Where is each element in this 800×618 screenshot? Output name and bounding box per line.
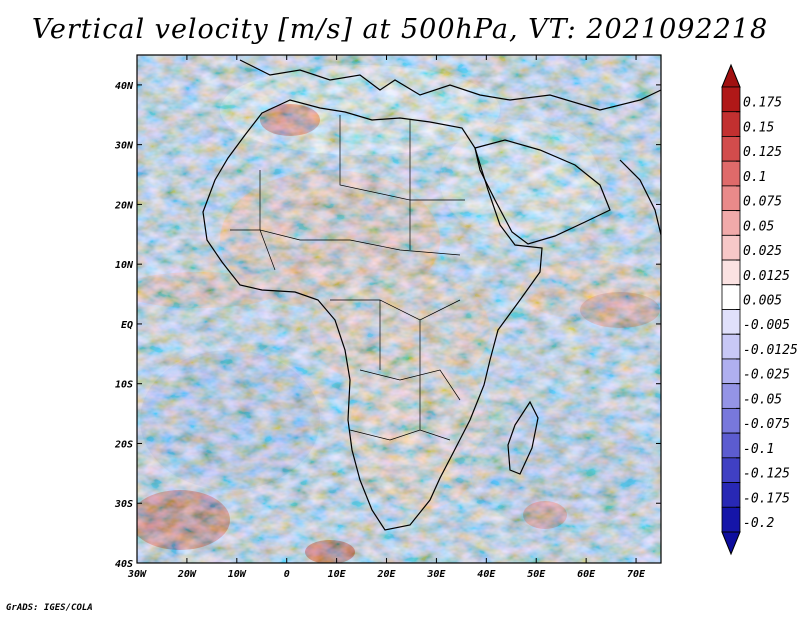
lat-tick-label: 40N	[115, 81, 134, 92]
colorbar-swatch	[721, 407, 741, 434]
lat-tick-label: 20N	[114, 200, 134, 211]
colorbar-swatch	[721, 457, 741, 483]
madagascar-coastline	[507, 400, 539, 475]
colorbar-bottom-arrow	[721, 531, 741, 556]
colorbar-swatch	[721, 210, 741, 236]
colorbar: 0.175 0.15 0.125 0.1 0.075 0.05 0.025 0.0125 0.0…	[721, 63, 798, 556]
africa-coastline	[202, 99, 543, 531]
map-frame	[136, 54, 662, 564]
colorbar-label: 0.075	[743, 195, 782, 210]
lat-tick-label: 10N	[115, 260, 134, 271]
colorbar-label: 0.0125	[743, 269, 790, 284]
colorbar-swatch	[721, 309, 741, 335]
colorbar-swatch	[721, 432, 741, 459]
colorbar-swatch	[721, 333, 741, 360]
colorbar-swatch	[721, 234, 741, 261]
credit-text: GrADS: IGES/COLA	[6, 603, 93, 613]
india-coastline	[619, 159, 661, 236]
colorbar-swatch	[721, 86, 741, 113]
colorbar-label: 0.15	[743, 120, 774, 135]
latitude-axis: 40N 30N 20N 10N EQ 10S 20S 30S 40S	[114, 81, 661, 570]
colorbar-swatch	[721, 136, 741, 162]
velocity-noise	[137, 55, 661, 563]
map-panel	[137, 55, 661, 563]
colorbar-label: 0.05	[743, 219, 774, 234]
colorbar-label: -0.125	[743, 467, 790, 482]
colorbar-label: -0.005	[743, 318, 790, 333]
lat-tick-label: 20S	[114, 439, 133, 450]
longitude-axis: 30W 20W 10W 0 10E 20E 30E 40E 50E 60E 70E	[127, 55, 646, 580]
colorbar-label: -0.2	[743, 516, 774, 531]
europe-coastline	[239, 59, 661, 111]
colorbar-swatch	[721, 358, 741, 385]
colorbar-swatch	[721, 160, 741, 187]
lon-tick-label: 30W	[127, 569, 147, 580]
colorbar-label: 0.1	[743, 170, 766, 185]
lon-tick-label: 50E	[527, 569, 546, 580]
colorbar-label: 0.025	[743, 244, 782, 259]
colorbar-label: -0.0125	[743, 343, 798, 358]
colorbar-label: -0.05	[743, 392, 782, 407]
coastlines	[202, 59, 661, 531]
lon-tick-label: 60E	[577, 569, 596, 580]
colorbar-label: 0.005	[743, 294, 782, 309]
colorbar-label: -0.075	[743, 417, 790, 432]
lon-tick-label: 10W	[228, 569, 247, 580]
lat-tick-label: 30N	[114, 141, 134, 152]
lon-tick-label: 20E	[376, 569, 396, 580]
colorbar-label: 0.125	[743, 145, 782, 160]
colorbar-swatch	[721, 506, 741, 533]
lat-tick-label: 30S	[114, 499, 133, 510]
colorbar-swatch	[721, 284, 741, 310]
lon-tick-label: 30E	[426, 569, 446, 580]
lat-tick-label: EQ	[121, 320, 133, 331]
lon-tick-label: 0	[284, 569, 290, 580]
colorbar-swatch	[721, 185, 741, 212]
lon-tick-label: 10E	[328, 569, 347, 580]
colorbar-swatch	[721, 383, 741, 409]
colorbar-swatch	[721, 259, 741, 286]
colorbar-swatch	[721, 111, 741, 137]
arabia-coastline	[474, 139, 611, 245]
lat-tick-label: 10S	[115, 380, 133, 391]
lon-tick-label: 70E	[627, 569, 646, 580]
colorbar-label: -0.1	[743, 442, 774, 457]
colorbar-label: -0.175	[743, 491, 790, 506]
lat-tick-label: 40S	[115, 559, 133, 570]
colorbar-swatch	[721, 482, 741, 508]
lon-tick-label: 20W	[177, 569, 197, 580]
country-borders	[230, 115, 465, 441]
colorbar-label: 0.175	[743, 96, 782, 111]
map-title: Vertical velocity [m/s] at 500hPa, VT: 2…	[31, 14, 769, 45]
lon-tick-label: 40E	[477, 569, 496, 580]
colorbar-label: -0.025	[743, 368, 790, 383]
colorbar-top-arrow	[721, 63, 741, 88]
